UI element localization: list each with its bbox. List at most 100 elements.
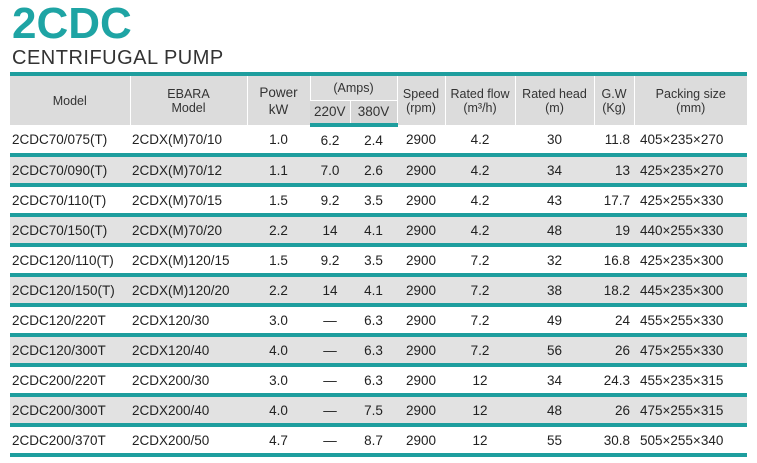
cell-model: 2CDC200/300T <box>10 395 130 427</box>
cell-amps-380v: 7.5 <box>350 395 397 427</box>
cell-model: 2CDC70/075(T) <box>10 125 130 157</box>
table-row: 2CDC70/150(T) 2CDX(M)70/20 2.2 14 4.1 2900 4.2… <box>10 215 747 247</box>
cell-amps-380v: 2.4 <box>350 125 397 157</box>
cell-model: 2CDC200/370T <box>10 425 130 457</box>
cell-amps-380v: 6.3 <box>350 305 397 337</box>
cell-rated-flow: 4.2 <box>445 215 515 247</box>
cell-ebara-model: 2CDX(M)70/20 <box>130 215 247 247</box>
header-packing-size: Packing size (mm) <box>633 72 747 125</box>
cell-ebara-model: 2CDX200/50 <box>130 425 247 457</box>
cell-rated-flow: 7.2 <box>445 335 515 367</box>
cell-ebara-model: 2CDX(M)70/10 <box>130 125 247 157</box>
cell-model: 2CDC120/110(T) <box>10 245 130 277</box>
header-rated-flow: Rated flow (m³/h) <box>444 72 515 125</box>
cell-speed: 2900 <box>397 155 445 187</box>
cell-rated-flow: 12 <box>445 365 515 397</box>
cell-power: 4.0 <box>247 335 310 367</box>
table-row: 2CDC70/110(T) 2CDX(M)70/15 1.5 9.2 3.5 2900 4.… <box>10 185 747 217</box>
cell-speed: 2900 <box>397 185 445 217</box>
header-ebara-model: EBARA Model <box>129 72 247 125</box>
cell-packing-size: 425×235×270 <box>634 155 747 187</box>
cell-amps-220v: — <box>310 395 350 427</box>
cell-amps-220v: 9.2 <box>310 245 350 277</box>
table-row: 2CDC120/300T 2CDX120/40 4.0—6.3 2900 7.2 56 26… <box>10 335 747 367</box>
cell-ebara-model: 2CDX200/40 <box>130 395 247 427</box>
header-model: Model <box>10 72 130 125</box>
header-gross-weight: G.W (Kg) <box>593 72 634 125</box>
cell-gross-weight: 17.7 <box>594 185 634 217</box>
table-row: 2CDC70/090(T) 2CDX(M)70/12 1.1 7.0 2.6 2900 4.… <box>10 155 747 187</box>
cell-amps-220v: — <box>310 335 350 367</box>
cell-ebara-model: 2CDX(M)70/15 <box>130 185 247 217</box>
cell-rated-head: 55 <box>515 425 594 457</box>
table-row: 2CDC120/110(T) 2CDX(M)120/15 1.5 9.2 3.5 2900… <box>10 245 747 277</box>
cell-packing-size: 475×255×315 <box>634 395 747 427</box>
cell-power: 1.5 <box>247 245 310 277</box>
cell-model: 2CDC120/150(T) <box>10 275 130 307</box>
cell-model: 2CDC70/150(T) <box>10 215 130 247</box>
pump-spec-table: Model EBARA Model Power kW (Amps) Speed (rp… <box>10 72 747 457</box>
cell-packing-size: 405×235×270 <box>634 125 747 157</box>
cell-gross-weight: 13 <box>594 155 634 187</box>
cell-speed: 2900 <box>397 245 445 277</box>
cell-amps-380v: 4.1 <box>350 215 397 247</box>
cell-rated-flow: 7.2 <box>445 305 515 337</box>
cell-amps-380v: 4.1 <box>350 275 397 307</box>
cell-rated-head: 34 <box>515 365 594 397</box>
cell-rated-flow: 4.2 <box>445 125 515 157</box>
cell-packing-size: 455×255×330 <box>634 305 747 337</box>
cell-gross-weight: 18.2 <box>594 275 634 307</box>
cell-packing-size: 445×235×300 <box>634 275 747 307</box>
cell-amps-220v: 14 <box>310 215 350 247</box>
page-subtitle: CENTRIFUGAL PUMP <box>12 47 224 69</box>
cell-rated-flow: 12 <box>445 425 515 457</box>
cell-speed: 2900 <box>397 335 445 367</box>
page-title: 2CDC <box>12 0 132 48</box>
cell-amps-380v: 6.3 <box>350 335 397 367</box>
cell-rated-flow: 4.2 <box>445 155 515 187</box>
cell-ebara-model: 2CDX(M)120/15 <box>130 245 247 277</box>
cell-speed: 2900 <box>397 305 445 337</box>
cell-amps-220v: 9.2 <box>310 185 350 217</box>
header-amps: (Amps) <box>309 72 397 101</box>
cell-speed: 2900 <box>397 395 445 427</box>
table-row: 2CDC200/300T 2CDX200/40 4.0—7.5 2900 12 48 26 4… <box>10 395 747 427</box>
cell-gross-weight: 16.8 <box>594 245 634 277</box>
cell-amps-220v: — <box>310 305 350 337</box>
cell-ebara-model: 2CDX(M)120/20 <box>130 275 247 307</box>
cell-packing-size: 505×255×340 <box>634 425 747 457</box>
cell-speed: 2900 <box>397 125 445 157</box>
cell-power: 3.0 <box>247 305 310 337</box>
cell-gross-weight: 19 <box>594 215 634 247</box>
cell-amps-220v: 14 <box>310 275 350 307</box>
cell-rated-head: 43 <box>515 185 594 217</box>
cell-power: 3.0 <box>247 365 310 397</box>
cell-amps-380v: 3.5 <box>350 245 397 277</box>
cell-packing-size: 425×235×300 <box>634 245 747 277</box>
cell-power: 2.2 <box>247 215 310 247</box>
cell-amps-380v: 3.5 <box>350 185 397 217</box>
cell-speed: 2900 <box>397 275 445 307</box>
cell-ebara-model: 2CDX(M)70/12 <box>130 155 247 187</box>
cell-rated-head: 32 <box>515 245 594 277</box>
cell-rated-head: 49 <box>515 305 594 337</box>
cell-packing-size: 455×235×315 <box>634 365 747 397</box>
cell-model: 2CDC70/110(T) <box>10 185 130 217</box>
cell-power: 1.1 <box>247 155 310 187</box>
cell-gross-weight: 24 <box>594 305 634 337</box>
cell-amps-220v: — <box>310 365 350 397</box>
cell-power: 4.0 <box>247 395 310 427</box>
cell-rated-head: 30 <box>515 125 594 157</box>
cell-ebara-model: 2CDX120/30 <box>130 305 247 337</box>
cell-amps-380v: 2.6 <box>350 155 397 187</box>
cell-model: 2CDC120/220T <box>10 305 130 337</box>
table-row: 2CDC120/150(T) 2CDX(M)120/20 2.2 14 4.1 2900 7… <box>10 275 747 307</box>
header-rated-head: Rated head (m) <box>514 72 594 125</box>
cell-power: 2.2 <box>247 275 310 307</box>
cell-ebara-model: 2CDX200/30 <box>130 365 247 397</box>
cell-rated-flow: 7.2 <box>445 245 515 277</box>
cell-packing-size: 425×255×330 <box>634 185 747 217</box>
cell-rated-flow: 12 <box>445 395 515 427</box>
cell-gross-weight: 11.8 <box>594 125 634 157</box>
cell-rated-head: 34 <box>515 155 594 187</box>
